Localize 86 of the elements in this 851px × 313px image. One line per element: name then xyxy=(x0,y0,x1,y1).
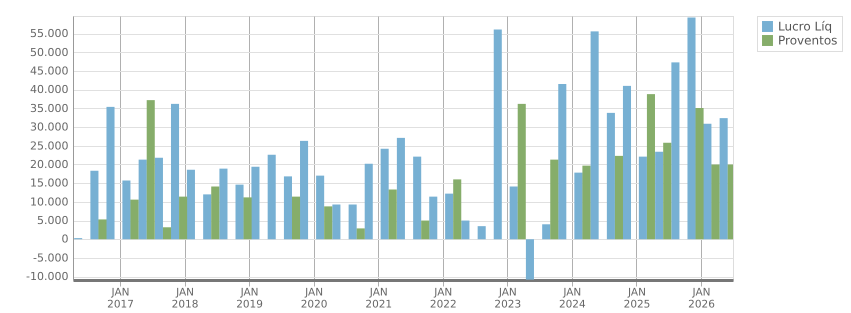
bar xyxy=(396,138,405,240)
bar xyxy=(332,204,340,240)
bar xyxy=(696,108,704,240)
bar xyxy=(542,224,550,240)
x-tick-label: JAN 2018 xyxy=(172,286,198,310)
bar xyxy=(461,220,470,240)
bar xyxy=(316,176,324,240)
y-tick-label: 20.000 xyxy=(30,158,68,171)
x-tick-label: JAN 2017 xyxy=(107,286,134,310)
bar xyxy=(614,156,623,240)
y-tick-label: 5.000 xyxy=(37,214,68,228)
bar xyxy=(478,226,486,240)
bar xyxy=(138,160,147,240)
bar xyxy=(388,190,397,240)
bar xyxy=(558,84,566,240)
bar xyxy=(98,219,107,240)
bar xyxy=(671,62,680,240)
bar xyxy=(646,94,655,240)
bar xyxy=(300,140,308,240)
bar xyxy=(582,166,590,240)
y-tick-label: 50.000 xyxy=(30,46,68,59)
y-tick-label: 10.000 xyxy=(30,195,68,208)
bar xyxy=(219,168,228,240)
x-tick-label: JAN 2020 xyxy=(300,286,328,310)
bar xyxy=(130,200,139,240)
bar xyxy=(244,197,252,240)
bar xyxy=(154,158,163,240)
y-tick-label: 30.000 xyxy=(30,120,68,134)
y-tick-label: 55.000 xyxy=(30,27,68,40)
x-tick-label: JAN 2026 xyxy=(688,286,716,310)
bar xyxy=(526,239,534,280)
bar xyxy=(421,220,430,240)
y-tick-label: 35.000 xyxy=(30,102,68,115)
y-tick-label: 15.000 xyxy=(30,176,68,190)
x-tick-label: JAN 2024 xyxy=(558,286,586,310)
bar xyxy=(510,186,518,240)
bar xyxy=(211,186,220,240)
bar xyxy=(590,31,599,240)
bar xyxy=(268,154,276,240)
bar xyxy=(550,160,558,240)
bar xyxy=(236,184,244,240)
bar xyxy=(606,112,615,240)
x-tick-label: JAN 2023 xyxy=(494,286,522,310)
bar xyxy=(445,194,454,240)
bar xyxy=(622,86,632,240)
bar xyxy=(186,170,195,240)
bar xyxy=(162,227,172,240)
y-tick-label: 0 xyxy=(62,232,68,246)
bar xyxy=(284,176,292,240)
bar xyxy=(687,17,696,240)
bar xyxy=(251,166,260,240)
bar xyxy=(655,152,664,240)
bar xyxy=(106,106,115,240)
bar xyxy=(638,156,647,240)
bar xyxy=(663,142,672,240)
y-tick-label: 40.000 xyxy=(30,83,68,96)
bar xyxy=(146,100,155,240)
bar xyxy=(364,164,373,240)
legend-label: Lucro Líq xyxy=(778,20,832,34)
x-tick-label: JAN 2021 xyxy=(365,286,392,310)
bar xyxy=(380,148,389,240)
y-tick-label: -10.000 xyxy=(26,270,68,284)
x-tick-label: JAN 2025 xyxy=(624,286,650,310)
bar xyxy=(413,156,422,240)
bar xyxy=(90,170,98,240)
bar xyxy=(170,104,180,240)
bar xyxy=(429,196,438,240)
bar xyxy=(494,29,502,240)
bar xyxy=(348,204,357,240)
bar xyxy=(703,124,712,240)
y-tick-label: 45.000 xyxy=(30,64,68,78)
bar xyxy=(324,206,332,240)
legend-label: Proventos xyxy=(778,34,838,48)
bar xyxy=(574,172,582,240)
bar xyxy=(122,180,130,240)
bar xyxy=(518,104,526,240)
bar xyxy=(711,164,720,240)
bar xyxy=(179,196,188,240)
bar xyxy=(356,228,365,240)
bar xyxy=(453,179,462,240)
y-tick-label: -5.000 xyxy=(33,251,68,264)
bar xyxy=(292,196,300,240)
bar xyxy=(203,194,212,240)
x-tick-label: JAN 2022 xyxy=(430,286,457,310)
x-tick-label: JAN 2019 xyxy=(236,286,263,310)
y-tick-label: 25.000 xyxy=(30,139,68,152)
